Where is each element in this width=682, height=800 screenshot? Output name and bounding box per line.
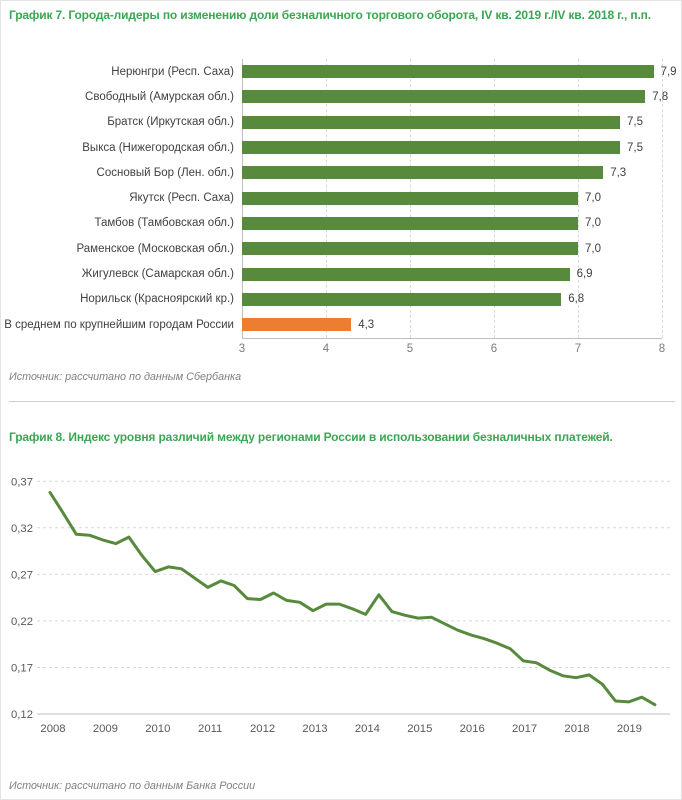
bar-chart-xtick-label: 5 xyxy=(406,343,414,355)
bar-category-label: Якутск (Респ. Саха) xyxy=(129,192,234,205)
bar-chart-rows: Нерюнгри (Респ. Саха) 7,9 Свободный (Амурс… xyxy=(1,59,681,337)
bar-track: 4,3 xyxy=(242,318,681,332)
bar-category-label: Норильск (Красноярский кр.) xyxy=(80,293,234,306)
line-chart-ytick-label: 0,22 xyxy=(11,616,33,628)
bar-value-label: 4,3 xyxy=(358,318,375,331)
line-chart-xtick-label: 2010 xyxy=(145,723,170,735)
bar-row: Сосновый Бор (Лен. обл.) 7,3 xyxy=(1,160,681,185)
bar-track: 6,9 xyxy=(242,267,681,281)
bar-category-label: Братск (Иркутская обл.) xyxy=(107,116,234,129)
bar-category-label: Тамбов (Тамбовская обл.) xyxy=(94,217,235,230)
bar-chart-xtick-label: 6 xyxy=(490,343,498,355)
bar-category-label: Выкса (Нижегородская обл.) xyxy=(82,141,234,154)
bar-category-label: Нерюнгри (Респ. Саха) xyxy=(111,65,234,78)
bar xyxy=(242,166,604,180)
bar xyxy=(242,141,620,155)
bar-value-label: 6,8 xyxy=(568,293,585,306)
bar-row: Выкса (Нижегородская обл.) 7,5 xyxy=(1,135,681,160)
bar xyxy=(242,115,620,129)
bar-track: 7,9 xyxy=(242,65,681,79)
chart8-title: График 8. Индекс уровня различий между р… xyxy=(9,430,613,444)
bar-category-label: Раменское (Московская обл.) xyxy=(76,242,234,255)
line-chart-ytick-label: 0,12 xyxy=(11,709,33,721)
bar xyxy=(242,242,578,256)
bar-row: Раменское (Московская обл.) 7,0 xyxy=(1,236,681,261)
bar-value-label: 7,5 xyxy=(627,141,643,154)
line-chart-ytick-label: 0,37 xyxy=(11,476,33,488)
bar-track: 7,0 xyxy=(242,216,681,230)
bar-row: Норильск (Красноярский кр.) 6,8 xyxy=(1,287,681,312)
bar-value-label: 7,0 xyxy=(585,242,601,255)
line-chart-xtick-label: 2016 xyxy=(460,723,485,735)
line-chart-xtick-label: 2012 xyxy=(250,723,275,735)
line-chart-xtick-label: 2011 xyxy=(198,723,222,735)
bar-chart-gridline xyxy=(662,59,663,338)
line-chart-xtick-label: 2014 xyxy=(355,723,380,735)
bar-value-label: 7,0 xyxy=(585,192,601,205)
bar-chart-gridline xyxy=(578,59,579,338)
bar xyxy=(242,267,570,281)
bar xyxy=(242,191,578,205)
bar-track: 7,8 xyxy=(242,90,681,104)
line-chart-ytick-label: 0,17 xyxy=(11,662,33,674)
line-chart-xtick-label: 2018 xyxy=(564,723,589,735)
bar-chart-xtick-label: 3 xyxy=(238,343,246,355)
bar xyxy=(242,216,578,230)
bar-value-label: 7,5 xyxy=(627,116,643,129)
section-divider xyxy=(9,401,675,402)
bar xyxy=(242,90,646,104)
bar-row: В среднем по крупнейшим городам России 4,… xyxy=(1,312,681,337)
bar-category-label: Сосновый Бор (Лен. обл.) xyxy=(96,166,234,179)
line-chart-series xyxy=(48,490,657,707)
line-chart-xtick-label: 2008 xyxy=(40,723,65,735)
bar-value-label: 6,9 xyxy=(576,268,593,281)
line-chart-xtick-label: 2013 xyxy=(302,723,327,735)
line-chart-xtick-label: 2019 xyxy=(617,723,642,735)
bar-track: 7,5 xyxy=(242,115,681,129)
bar-chart-xtick-label: 8 xyxy=(658,343,666,355)
line-chart-ytick-label: 0,32 xyxy=(11,523,33,535)
bar-track: 7,5 xyxy=(242,141,681,155)
line-chart-xtick-label: 2015 xyxy=(407,723,432,735)
chart8-source: Источник: рассчитано по данным Банка Рос… xyxy=(9,780,256,792)
bar-category-label: Свободный (Амурская обл.) xyxy=(85,90,234,103)
bar-value-label: 7,8 xyxy=(652,90,669,103)
bar xyxy=(242,65,654,79)
bar-track: 7,0 xyxy=(242,191,681,205)
bar-chart-xtick-label: 7 xyxy=(574,343,582,355)
line-chart-xtick-label: 2009 xyxy=(93,723,118,735)
bar-chart-xtick-label: 4 xyxy=(322,343,330,355)
bar-row: Свободный (Амурская обл.) 7,8 xyxy=(1,84,681,109)
bar xyxy=(242,292,562,306)
bar-chart-xticks: 3 4 5 6 7 8 xyxy=(238,343,666,357)
bar-track: 7,3 xyxy=(242,166,681,180)
bar-category-label: В среднем по крупнейшим городам России xyxy=(4,318,234,331)
chart7-source: Источник: рассчитано по данным Сбербанка xyxy=(9,371,242,383)
bar-row: Братск (Иркутская обл.) 7,5 xyxy=(1,110,681,135)
bar-track: 7,0 xyxy=(242,242,681,256)
line-chart-ytick-label: 0,27 xyxy=(11,569,33,581)
chart7-title: График 7. Города-лидеры по изменению дол… xyxy=(9,8,651,22)
bar-value-label: 7,0 xyxy=(585,217,601,230)
bar-category-label: Жигулевск (Самарская обл.) xyxy=(81,268,234,281)
bar-row: Якутск (Респ. Саха) 7,0 xyxy=(1,185,681,210)
bar-row: Тамбов (Тамбовская обл.) 7,0 xyxy=(1,211,681,236)
bar-row: Нерюнгри (Респ. Саха) 7,9 xyxy=(1,59,681,84)
line-chart-svg: 0,37 0,32 0,27 0,22 0,17 0,12 2008 2009 2010 2011… xyxy=(11,476,670,735)
bar-row: Жигулевск (Самарская обл.) 6,9 xyxy=(1,261,681,286)
bar-average-highlight xyxy=(242,318,352,332)
bar-value-label: 7,9 xyxy=(660,65,677,78)
bar-track: 6,8 xyxy=(242,292,681,306)
bar-value-label: 7,3 xyxy=(610,166,627,179)
line-chart-xtick-label: 2017 xyxy=(512,723,537,735)
